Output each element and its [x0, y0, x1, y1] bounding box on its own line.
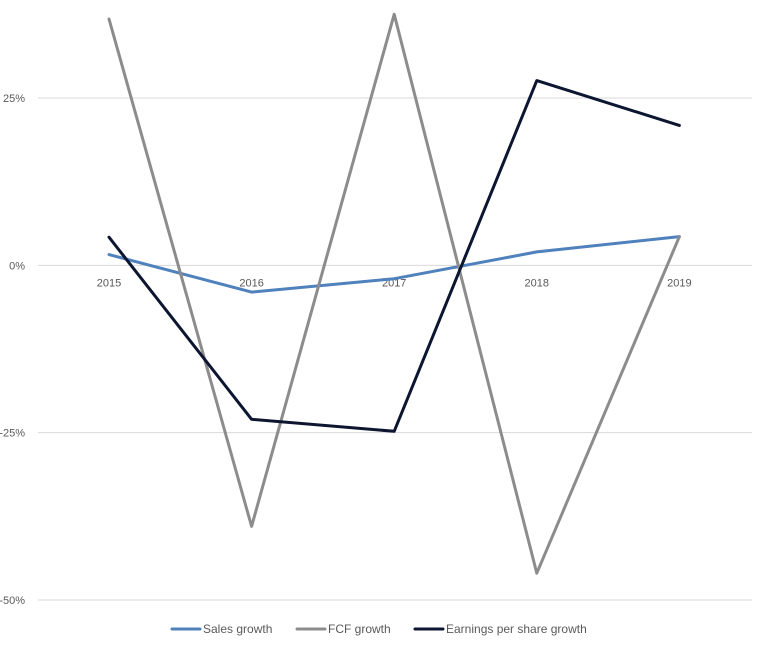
y-tick-label-1: 0%	[9, 260, 25, 272]
x-axis-tick-labels: 2015 2016 2017 2018 2019	[97, 277, 692, 289]
y-axis-tick-labels: 25% 0% -25% -50%	[0, 93, 25, 607]
legend: Sales growth FCF growth Earnings per share…	[170, 622, 587, 636]
y-tick-label-0: 25%	[3, 93, 25, 105]
x-tick-label-2019: 2019	[667, 277, 691, 289]
legend-label-1: FCF growth	[328, 622, 391, 636]
x-tick-label-2015: 2015	[97, 277, 121, 289]
series-lines	[107, 12, 681, 575]
series-line-0	[107, 235, 681, 294]
series-line-2	[107, 79, 681, 433]
legend-label-2: Earnings per share growth	[446, 622, 587, 636]
x-tick-label-2016: 2016	[239, 277, 263, 289]
x-tick-label-2018: 2018	[525, 277, 549, 289]
legend-label-0: Sales growth	[203, 622, 272, 636]
y-tick-label-2: -25%	[0, 428, 25, 440]
gridlines	[38, 97, 752, 601]
y-tick-label-3: -50%	[0, 595, 25, 607]
